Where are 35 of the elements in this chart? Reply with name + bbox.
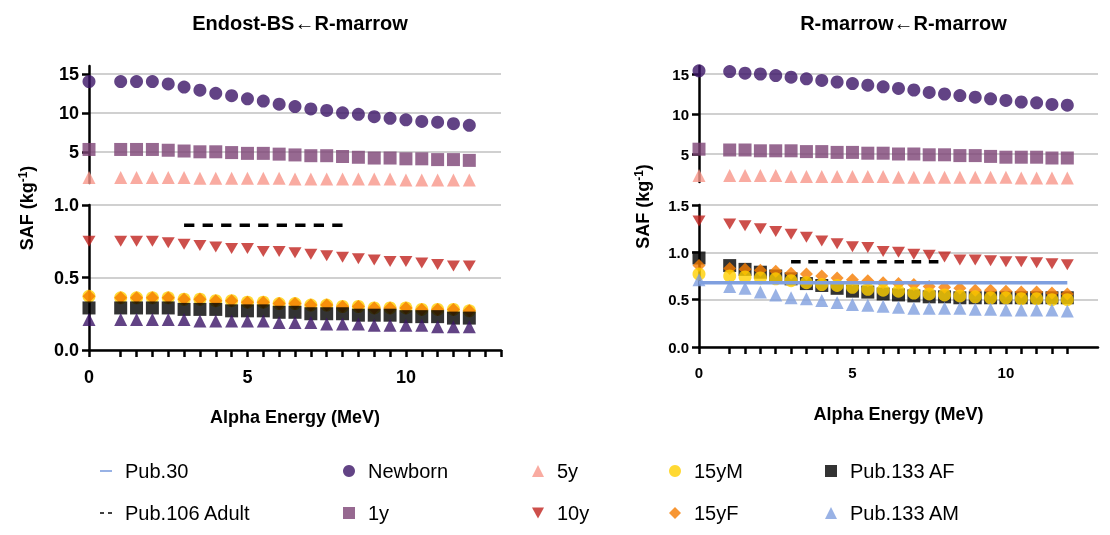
y-tick-label: 0.5 — [53, 267, 79, 288]
x-tick-label: 5 — [848, 364, 857, 381]
legend-label: 5y — [557, 460, 579, 482]
x-tick-label: 5 — [242, 367, 253, 387]
y-tick-label: 0.0 — [53, 340, 79, 360]
legend-label: 10y — [557, 502, 590, 524]
y-tick-label: 10 — [58, 102, 79, 123]
x-tick-label: 0 — [83, 367, 95, 387]
chart-title: R-marrow←R-marrow — [800, 12, 1008, 34]
y-tick-label: 15 — [672, 65, 689, 83]
chart-title: Endost-BS←R-marrow — [192, 12, 409, 34]
legend-label: Newborn — [368, 460, 449, 482]
y-tick-label: 10 — [672, 105, 689, 123]
y-axis-title: SAF (kg-1) — [631, 164, 653, 249]
legend-label: 15yF — [694, 502, 739, 524]
legend-label: Pub.106 Adult — [125, 502, 250, 524]
y-tick-label: 1.0 — [668, 243, 689, 261]
x-tick-label: 10 — [997, 364, 1015, 381]
y-tick-label: 1.0 — [53, 195, 79, 215]
x-axis-title: Alpha Energy (MeV) — [209, 407, 381, 427]
y-tick-label: 1.5 — [668, 196, 689, 214]
legend-label: Pub.133 AM — [850, 502, 959, 524]
x-tick-label: 10 — [395, 367, 416, 387]
x-tick-label: 0 — [694, 364, 704, 381]
y-tick-label: 5 — [68, 141, 79, 162]
y-tick-label: 0.0 — [668, 338, 689, 356]
y-axis-title: SAF (kg-1) — [15, 165, 37, 251]
y-tick-label: 5 — [680, 145, 689, 163]
y-tick-label: 0.5 — [668, 291, 689, 309]
legend-label: Pub.133 AF — [850, 460, 955, 482]
x-axis-title: Alpha Energy (MeV) — [813, 404, 984, 424]
legend-label: 15yM — [694, 460, 743, 482]
legend-label: Pub.30 — [125, 460, 189, 482]
legend-label: 1y — [368, 502, 390, 524]
y-tick-label: 15 — [58, 63, 79, 84]
